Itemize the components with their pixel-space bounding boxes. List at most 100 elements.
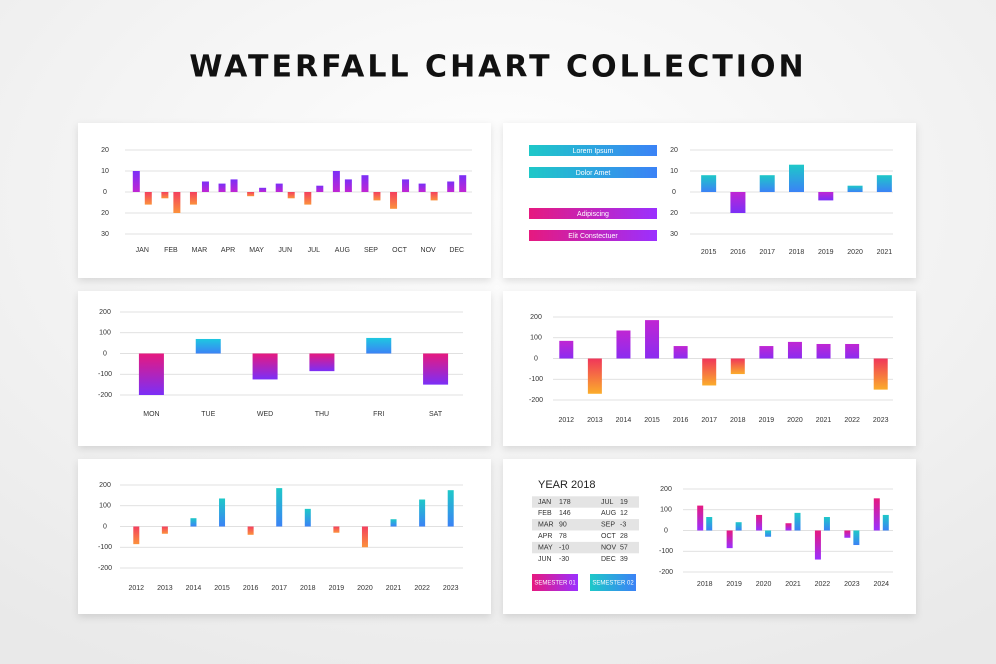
legend-label[interactable]: SEMESTER 02 (592, 581, 634, 587)
bar (144, 192, 152, 205)
y-tick-label: -100 (98, 544, 112, 551)
x-tick-label: 2020 (756, 581, 772, 588)
bar (418, 183, 426, 192)
table-cell: -30 (559, 556, 569, 563)
bar (701, 175, 717, 192)
bar (344, 179, 352, 192)
table-row-bg (532, 496, 639, 508)
bar (390, 519, 397, 527)
bar (616, 330, 631, 359)
bar (402, 179, 410, 192)
y-tick-label: -200 (659, 569, 673, 576)
bar (873, 498, 880, 531)
bar (730, 192, 746, 213)
bar (787, 341, 802, 359)
bar (759, 346, 774, 359)
table-cell: AUG (601, 510, 616, 517)
bar (138, 353, 164, 395)
x-tick-label: AUG (335, 247, 350, 254)
legend-swatch (529, 145, 657, 156)
y-tick-label: -100 (98, 371, 112, 378)
bar (789, 164, 804, 192)
x-tick-label: MAR (192, 247, 208, 254)
bar (332, 171, 340, 192)
bar (673, 346, 688, 359)
y-tick-label: 0 (103, 523, 107, 530)
y-tick-label: 200 (99, 482, 111, 489)
bar (195, 338, 221, 354)
bar (161, 526, 168, 534)
x-tick-label: 2022 (844, 417, 860, 424)
x-tick-label: 2020 (357, 585, 373, 592)
bar (853, 530, 860, 546)
bar (702, 358, 717, 386)
bar (361, 526, 368, 548)
table-cell: 90 (559, 522, 567, 529)
table-cell: 19 (620, 499, 628, 506)
table-cell: FEB (538, 510, 552, 517)
bar (794, 512, 801, 531)
bar (816, 343, 831, 359)
x-tick-label: WED (257, 411, 273, 418)
legend-label: Lorem Ipsum (573, 148, 614, 155)
y-tick-label: -200 (98, 392, 112, 399)
bar (847, 185, 863, 192)
y-tick-label: 30 (101, 231, 109, 238)
x-tick-label: 2018 (697, 581, 713, 588)
y-tick-label: 20 (670, 210, 678, 217)
legend-button[interactable] (532, 574, 578, 591)
x-tick-label: 2015 (701, 249, 717, 256)
legend-button[interactable] (590, 574, 636, 591)
y-tick-label: 0 (103, 189, 107, 196)
table-cell: 39 (620, 556, 628, 563)
table-cell: JUL (601, 499, 614, 506)
x-tick-label: MON (143, 411, 159, 418)
x-tick-label: 2021 (785, 581, 801, 588)
y-tick-label: 200 (99, 309, 111, 316)
y-tick-label: 20 (670, 147, 678, 154)
x-tick-label: 2012 (559, 417, 575, 424)
bar (309, 353, 335, 372)
y-tick-label: -100 (529, 376, 543, 383)
legend-label: Dolor Amet (576, 170, 611, 177)
table-row-bg (532, 541, 639, 554)
y-tick-label: 200 (530, 314, 542, 321)
x-tick-label: 2020 (847, 249, 863, 256)
y-tick-label: 100 (660, 507, 672, 514)
bar (361, 175, 369, 192)
x-tick-label: FRI (373, 411, 384, 418)
panel (78, 123, 491, 278)
bar (845, 343, 860, 359)
x-tick-label: OCT (392, 247, 408, 254)
table-cell: 57 (620, 544, 628, 551)
x-tick-label: 2024 (873, 581, 889, 588)
bar (726, 530, 733, 549)
x-tick-label: 2013 (157, 585, 173, 592)
legend-swatch (529, 167, 657, 178)
bar (697, 505, 704, 531)
y-tick-label: 0 (103, 350, 107, 357)
bar (730, 358, 745, 375)
x-tick-label: 2019 (759, 417, 775, 424)
y-tick-label: 30 (670, 231, 678, 238)
x-tick-label: APR (221, 247, 235, 254)
bar (759, 175, 775, 192)
y-tick-label: -200 (529, 397, 543, 404)
table-cell: DEC (601, 556, 616, 563)
table-cell: 146 (559, 510, 571, 517)
y-tick-label: 0 (672, 189, 676, 196)
x-tick-label: 2021 (816, 417, 832, 424)
x-tick-label: 2018 (789, 249, 805, 256)
legend-label[interactable]: SEMESTER 01 (534, 581, 576, 587)
x-tick-label: JUL (308, 247, 321, 254)
bar (287, 192, 295, 199)
x-tick-label: 2016 (673, 417, 689, 424)
bar (316, 185, 324, 192)
y-tick-label: 100 (99, 503, 111, 510)
x-tick-label: 2022 (815, 581, 831, 588)
bar (275, 183, 283, 192)
table-cell: -10 (559, 544, 569, 551)
bar (304, 192, 312, 205)
legend-swatch (529, 208, 657, 219)
x-tick-label: SAT (429, 411, 443, 418)
